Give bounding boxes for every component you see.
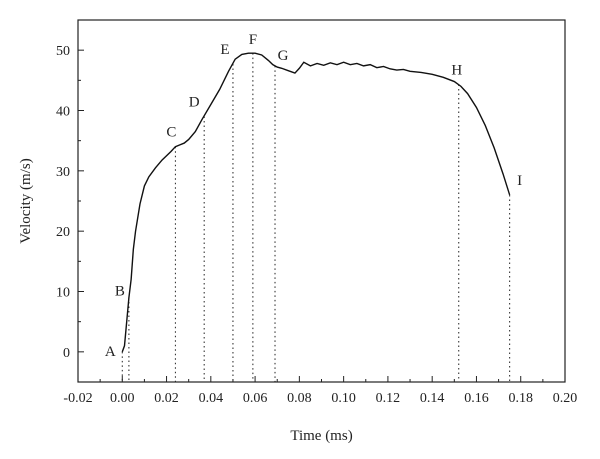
- x-tick-label: 0.06: [243, 391, 268, 406]
- y-tick-label: 30: [56, 165, 70, 180]
- point-label-e: E: [220, 42, 229, 58]
- point-label-a: A: [105, 344, 116, 360]
- x-tick-label: 0.02: [154, 391, 179, 406]
- x-tick-label: 0.08: [287, 391, 312, 406]
- x-tick-label: 0.10: [331, 391, 356, 406]
- y-axis-label: Velocity (m/s): [18, 158, 34, 243]
- x-tick-label: 0.14: [420, 391, 445, 406]
- point-label-i: I: [517, 173, 522, 189]
- y-tick-label: 0: [63, 346, 70, 361]
- x-tick-label: -0.02: [63, 391, 92, 406]
- y-tick-label: 40: [56, 105, 70, 120]
- plot-frame: [77, 19, 566, 383]
- x-tick-label: 0.12: [376, 391, 401, 406]
- x-tick-label: 0.20: [553, 391, 578, 406]
- point-label-g: G: [278, 48, 289, 64]
- x-tick-label: 0.00: [110, 391, 135, 406]
- point-label-b: B: [115, 284, 125, 300]
- velocity-curve: [121, 52, 511, 353]
- point-labels: A B CD E F G H I: [105, 32, 522, 360]
- y-tick-label: 20: [56, 225, 70, 240]
- point-label-d: D: [189, 95, 200, 111]
- x-axis-ticks: -0.02 0.00 0.02 0.04 0.06 0.08 0.10 0.12 0.14 0.1…: [63, 376, 577, 406]
- point-label-h: H: [451, 63, 462, 79]
- x-tick-label: 0.04: [199, 391, 224, 406]
- x-axis-label: Time (ms): [290, 428, 352, 444]
- y-tick-label: 50: [56, 44, 70, 59]
- point-marker-lines: [121, 53, 511, 382]
- y-axis-ticks: 0 10 20 30 40 50: [56, 44, 84, 383]
- point-label-c: C: [166, 125, 176, 141]
- y-tick-label: 10: [56, 286, 70, 301]
- axes-frame: [77, 19, 566, 383]
- x-tick-label: 0.18: [508, 391, 533, 406]
- x-tick-label: 0.16: [464, 391, 489, 406]
- point-label-f: F: [249, 32, 257, 48]
